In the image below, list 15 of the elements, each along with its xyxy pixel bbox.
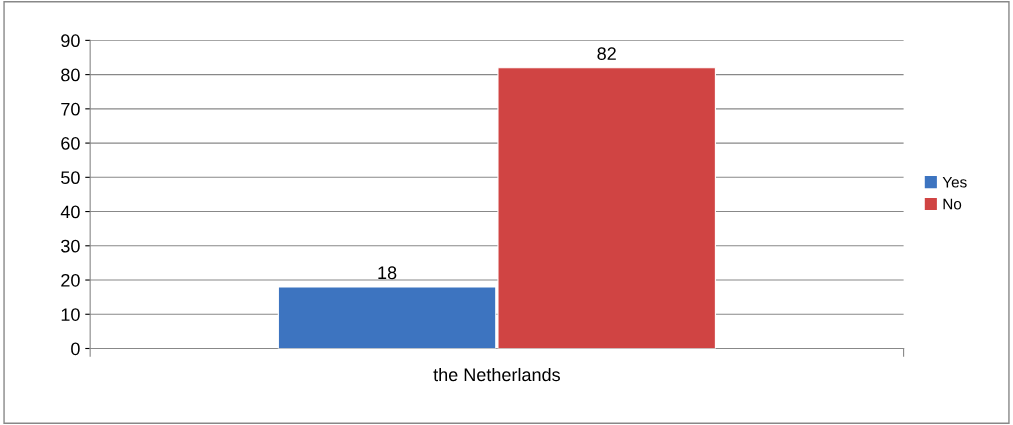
data-label: 18 [378, 266, 397, 280]
x-tick-label: the Netherlands [433, 367, 560, 382]
y-tick-label: 70 [61, 102, 80, 116]
y-tick-label: 20 [61, 273, 80, 287]
y-tick-label: 0 [71, 342, 80, 356]
y-tick-label: 40 [60, 205, 80, 219]
y-tick-label: 50 [61, 171, 80, 185]
y-tick-label: 90 [61, 34, 80, 48]
data-label: 82 [597, 47, 616, 61]
y-tick-label: 10 [61, 308, 80, 321]
legend-label: Yes [942, 176, 967, 188]
y-tick-label: 60 [61, 137, 80, 150]
y-tick-label: 80 [61, 68, 80, 82]
legend-label: No [943, 198, 962, 210]
y-tick-label: 30 [61, 239, 80, 253]
